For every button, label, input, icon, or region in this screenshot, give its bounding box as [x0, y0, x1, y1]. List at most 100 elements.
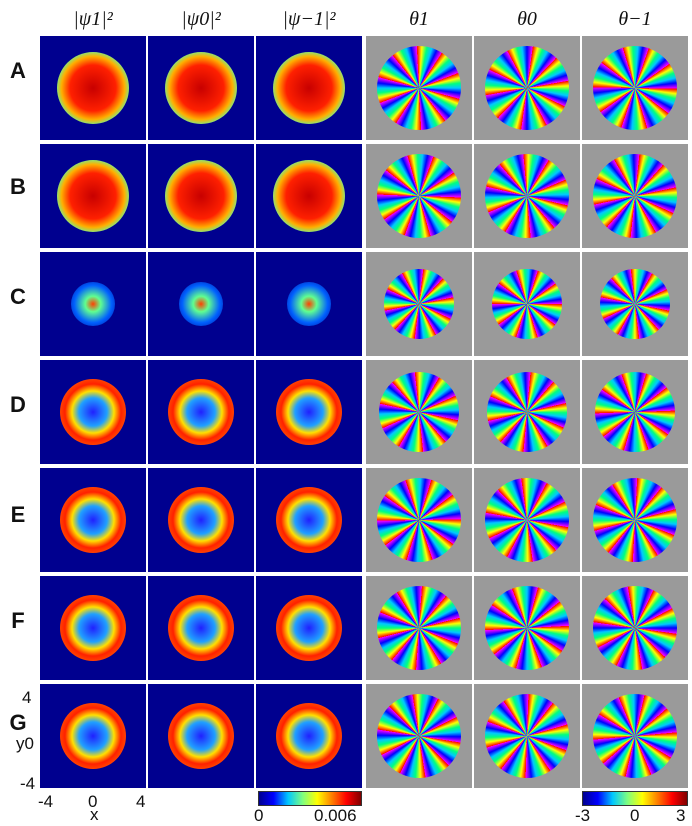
row-label-g: G	[9, 710, 27, 735]
density-blob	[168, 595, 234, 661]
phase-disk	[377, 478, 461, 562]
density-blob	[165, 160, 237, 232]
phase-disk	[485, 586, 569, 670]
phase-disk	[593, 478, 677, 562]
density-blob	[168, 703, 234, 769]
phase-disk	[593, 46, 677, 130]
panel-d-thetam1	[582, 360, 688, 464]
panel-g-thetam1	[582, 684, 688, 788]
density-colorbar-min: 0	[254, 806, 264, 825]
density-blob	[273, 52, 345, 124]
x-axis-mid-tick: 0	[88, 792, 98, 811]
row-label-c: C	[10, 284, 26, 309]
phase-disk	[485, 154, 569, 238]
panel-b-psim1	[256, 144, 362, 248]
header-theta1: θ1	[409, 7, 429, 30]
phase-colorbar	[582, 791, 688, 806]
y-axis-label: y0	[16, 734, 34, 753]
panel-f-psi1	[40, 576, 146, 680]
phase-disk	[377, 694, 461, 778]
panel-a-psim1	[256, 36, 362, 140]
panel-c-psi0	[148, 252, 254, 356]
density-blob	[168, 379, 234, 445]
panel-e-psi0	[148, 468, 254, 572]
panel-e-psim1	[256, 468, 362, 572]
phase-colorbar-mid: 0	[630, 806, 640, 825]
density-blob	[60, 487, 126, 553]
header-psi1: |ψ1|²	[73, 7, 113, 30]
phase-disk	[492, 269, 562, 339]
density-colorbar	[258, 791, 362, 806]
header-theta0: θ0	[517, 7, 537, 30]
panel-c-theta1	[366, 252, 472, 356]
panel-d-theta0	[474, 360, 580, 464]
panel-c-psim1	[256, 252, 362, 356]
phase-disk	[485, 478, 569, 562]
header-psi0: |ψ0|²	[181, 7, 221, 30]
density-blob	[71, 282, 115, 326]
phase-disk	[377, 154, 461, 238]
density-blob	[60, 379, 126, 445]
panel-b-theta0	[474, 144, 580, 248]
panel-d-theta1	[366, 360, 472, 464]
row-label-a: A	[10, 58, 26, 83]
phase-disk	[485, 46, 569, 130]
phase-disk	[384, 269, 454, 339]
panel-g-psim1	[256, 684, 362, 788]
phase-disk	[487, 372, 567, 452]
density-blob	[165, 52, 237, 124]
panel-g-psi1	[40, 684, 146, 788]
row-label-e: E	[10, 502, 26, 527]
panel-a-thetam1	[582, 36, 688, 140]
panel-f-theta0	[474, 576, 580, 680]
header-thetam1: θ−1	[618, 7, 652, 30]
header-psim1: |ψ−1|²	[282, 7, 336, 30]
phase-disk	[377, 586, 461, 670]
panel-f-thetam1	[582, 576, 688, 680]
phase-disk	[600, 269, 670, 339]
density-blob	[60, 703, 126, 769]
phase-disk	[377, 46, 461, 130]
panel-a-theta1	[366, 36, 472, 140]
density-blob	[276, 487, 342, 553]
phase-disk	[595, 372, 675, 452]
panel-a-psi0	[148, 36, 254, 140]
phase-colorbar-min: -3	[575, 806, 591, 825]
row-label-d: D	[10, 392, 26, 417]
panel-e-theta1	[366, 468, 472, 572]
panel-b-thetam1	[582, 144, 688, 248]
panel-b-psi1	[40, 144, 146, 248]
phase-disk	[593, 154, 677, 238]
x-axis-left-tick: -4	[38, 792, 54, 811]
density-blob	[60, 595, 126, 661]
panel-b-theta1	[366, 144, 472, 248]
panel-d-psi1	[40, 360, 146, 464]
density-colorbar-max: 0.006	[314, 806, 357, 825]
panel-c-theta0	[474, 252, 580, 356]
phase-disk	[593, 694, 677, 778]
panel-f-psim1	[256, 576, 362, 680]
phase-disk	[593, 586, 677, 670]
phase-colorbar-max: 3	[676, 806, 686, 825]
panel-d-psi0	[148, 360, 254, 464]
y-axis-top-tick: 4	[22, 688, 32, 707]
x-axis-label: x	[90, 805, 99, 824]
phase-disk	[379, 372, 459, 452]
panel-f-theta1	[366, 576, 472, 680]
y-axis-bottom-tick: -4	[20, 774, 36, 793]
panel-c-psi1	[40, 252, 146, 356]
density-blob	[179, 282, 223, 326]
panel-a-theta0	[474, 36, 580, 140]
panel-g-theta1	[366, 684, 472, 788]
panel-g-psi0	[148, 684, 254, 788]
density-blob	[287, 282, 331, 326]
density-blob	[276, 595, 342, 661]
density-blob	[57, 160, 129, 232]
panel-c-thetam1	[582, 252, 688, 356]
density-blob	[273, 160, 345, 232]
phase-disk	[485, 694, 569, 778]
density-blob	[57, 52, 129, 124]
panel-f-psi0	[148, 576, 254, 680]
panel-a-psi1	[40, 36, 146, 140]
density-blob	[168, 487, 234, 553]
